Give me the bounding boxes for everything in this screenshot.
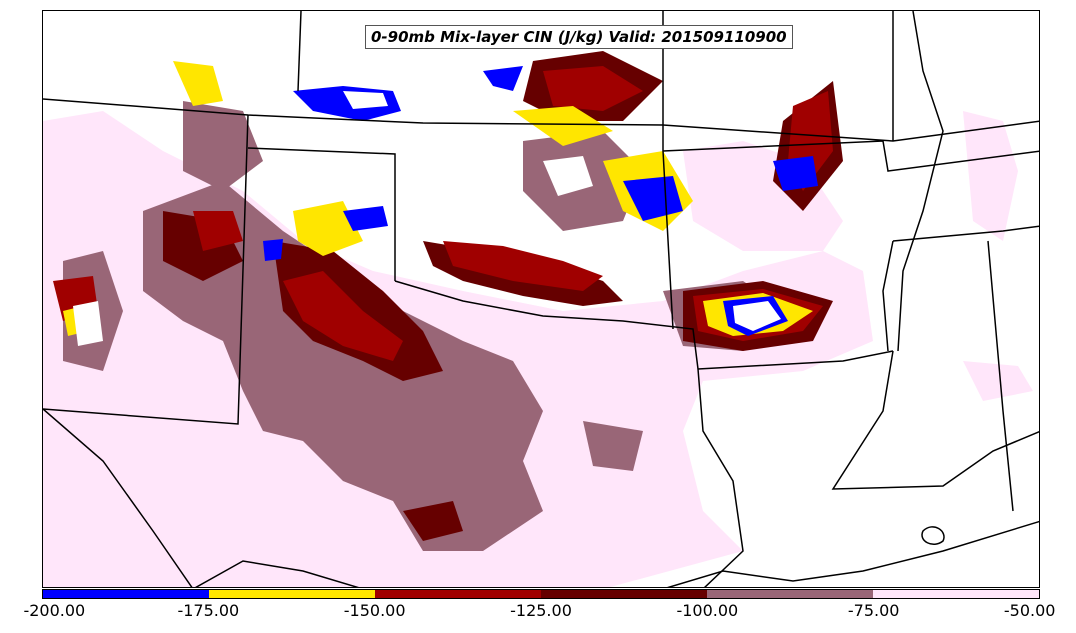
cin-field-red bbox=[53, 66, 833, 361]
boundary-lines bbox=[43, 11, 1039, 587]
cin-field-holes bbox=[73, 91, 781, 346]
colorbar-tick-label: -150.00 bbox=[343, 601, 406, 620]
colorbar-segment bbox=[873, 590, 1039, 598]
colorbar-ticks: -200.00 -175.00 -150.00 -125.00 -100.00 -75.0… bbox=[0, 601, 1076, 625]
map-title: 0-90mb Mix-layer CIN (J/kg) Valid: 20150… bbox=[365, 25, 793, 49]
colorbar-segment bbox=[209, 590, 375, 598]
colorbar-segment bbox=[375, 590, 541, 598]
colorbar-segment bbox=[707, 590, 873, 598]
colorbar-tick-label: -50.00 bbox=[1003, 601, 1056, 620]
colorbar-tick-label: -125.00 bbox=[510, 601, 572, 620]
colorbar-segment bbox=[43, 590, 209, 598]
colorbar-tick-label: -100.00 bbox=[676, 601, 739, 620]
colorbar bbox=[42, 589, 1040, 599]
colorbar-tick-label: -175.00 bbox=[177, 601, 240, 620]
colorbar-tick-label: -75.00 bbox=[847, 601, 900, 620]
colorbar-segment bbox=[541, 590, 707, 598]
map-panel: 0-90mb Mix-layer CIN (J/kg) Valid: 20150… bbox=[42, 10, 1040, 588]
colorbar-tick-label: -200.00 bbox=[23, 601, 86, 620]
cin-map bbox=[43, 11, 1039, 587]
